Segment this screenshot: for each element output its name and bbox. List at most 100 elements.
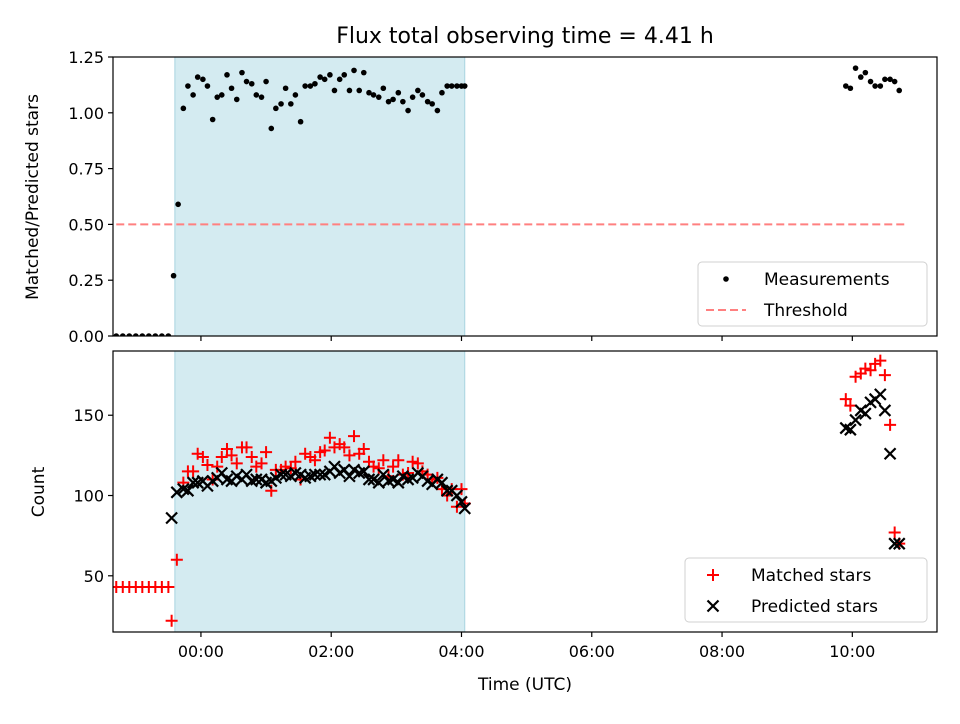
measurement-point xyxy=(847,85,854,92)
legend-0: Measurements Threshold xyxy=(697,261,928,327)
legend-1: Matched stars Predicted stars xyxy=(684,557,928,623)
matched-star-point xyxy=(165,614,178,627)
predicted-star-point xyxy=(313,468,327,481)
measurement-point xyxy=(857,74,864,80)
matched-star-point xyxy=(387,460,400,473)
measurement-point xyxy=(862,69,869,76)
measurement-point xyxy=(170,272,177,279)
measurement-point xyxy=(341,72,348,78)
measurement-point xyxy=(132,333,139,336)
matched-star-point xyxy=(162,581,175,594)
measurement-point xyxy=(146,333,152,336)
plot-area-0 xyxy=(113,57,905,336)
measurement-point xyxy=(405,107,411,114)
measurement-point xyxy=(872,83,878,89)
axes-frame-0 xyxy=(112,56,938,337)
measurement-point xyxy=(218,92,225,98)
measurement-point xyxy=(356,87,363,94)
predicted-star-point xyxy=(362,473,376,486)
legend-label: Measurements xyxy=(764,270,890,290)
measurement-point xyxy=(409,94,416,100)
predicted-star-point xyxy=(888,537,901,550)
matched-star-point xyxy=(170,553,183,566)
matched-star-point xyxy=(215,450,228,463)
y-tick-label: 0.50 xyxy=(68,215,104,234)
measurement-point xyxy=(307,83,314,89)
measurement-point xyxy=(209,116,216,123)
matched-star-point xyxy=(318,444,331,457)
matched-star-point xyxy=(245,450,258,463)
measurement-point xyxy=(263,78,269,85)
measurement-point xyxy=(867,78,874,85)
predicted-star-point xyxy=(357,465,371,478)
predicted-star-point xyxy=(274,468,288,481)
measurement-point xyxy=(268,125,275,132)
measurement-point xyxy=(424,98,431,105)
predicted-star-point xyxy=(170,486,184,499)
matched-star-point xyxy=(260,446,273,459)
matched-star-point xyxy=(338,441,351,454)
measurement-point xyxy=(278,101,284,107)
matched-star-point xyxy=(348,430,361,443)
y-tick-label: 0.75 xyxy=(68,160,104,179)
matched-star-point xyxy=(864,364,877,377)
matched-star-point xyxy=(874,354,887,367)
predicted-star-point xyxy=(450,489,464,502)
top-y-axis-label: Matched/Predicted stars xyxy=(23,94,43,300)
measurement-point xyxy=(448,83,455,89)
predicted-star-point xyxy=(343,469,356,483)
matched-star-point xyxy=(888,526,901,539)
x-tick-label: 02:00 xyxy=(308,642,354,661)
measurement-point xyxy=(119,333,126,336)
bottom-y-axis-label: Count xyxy=(29,466,49,517)
axes-frame-1 xyxy=(112,350,938,633)
predicted-star-point xyxy=(844,423,857,436)
measurement-point xyxy=(165,333,172,336)
y-tick-label: 0.00 xyxy=(68,327,104,346)
measurement-point xyxy=(366,89,372,96)
predicted-star-point xyxy=(458,502,472,515)
measurement-point xyxy=(887,76,893,83)
measurement-point xyxy=(375,94,382,100)
measurement-point xyxy=(444,83,450,89)
measurement-point xyxy=(327,72,333,78)
x-tick-label: 10:00 xyxy=(829,642,875,661)
measurement-point xyxy=(288,101,294,107)
measurement-point xyxy=(852,65,859,71)
predicted-star-point xyxy=(883,447,897,461)
predicted-star-point xyxy=(250,473,263,486)
matched-star-point xyxy=(372,462,385,475)
measurement-point xyxy=(331,87,338,94)
measurement-point xyxy=(194,74,201,80)
measurement-point xyxy=(351,67,357,74)
measurement-point xyxy=(370,92,377,98)
legend-box xyxy=(697,261,928,327)
predicted-star-point xyxy=(435,476,449,489)
y-tick-label: 1.00 xyxy=(68,104,104,123)
legend-label: Matched stars xyxy=(751,566,871,586)
measurement-point xyxy=(204,83,211,89)
measurement-point xyxy=(385,98,392,105)
predicted-star-point xyxy=(392,476,405,489)
measurement-point xyxy=(258,94,265,100)
matched-star-point xyxy=(844,399,857,412)
x-tick-label: 00:00 xyxy=(178,642,224,661)
predicted-star-point xyxy=(859,407,872,420)
y-tick-label: 0.25 xyxy=(68,271,104,290)
matched-star-point xyxy=(225,449,238,462)
measurement-point xyxy=(380,85,387,92)
matched-star-point xyxy=(884,418,897,431)
measurement-point xyxy=(843,83,849,89)
measurement-point xyxy=(200,76,206,83)
matched-star-point xyxy=(839,393,852,406)
matched-star-point xyxy=(455,483,468,496)
y-tick-label: 150 xyxy=(73,406,104,425)
measurement-point xyxy=(239,69,245,76)
x-axis-label: Time (UTC) xyxy=(477,675,572,695)
predicted-star-point xyxy=(165,511,178,525)
measurement-point xyxy=(190,92,196,98)
legend-predicted-marker xyxy=(706,599,720,613)
matched-star-point xyxy=(377,454,390,467)
x-tick-label: 06:00 xyxy=(569,642,615,661)
